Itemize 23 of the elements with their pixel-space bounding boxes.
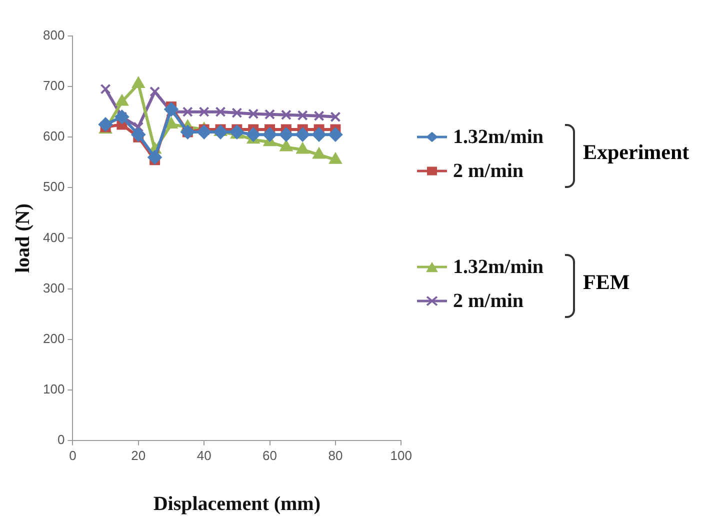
x-tick-label: 40 (196, 448, 212, 463)
x-tick-label: 20 (131, 448, 146, 463)
x-tick-label: 80 (328, 448, 343, 463)
text: Experiment (583, 140, 690, 165)
x-tick-label: 60 (262, 448, 278, 463)
x-tick-label: 0 (69, 448, 76, 463)
y-tick-label: 0 (57, 432, 65, 447)
y-tick-label: 300 (42, 280, 65, 296)
text: FEM (583, 270, 630, 295)
y-tick-label: 800 (42, 28, 65, 43)
legend-label: 2 m/min (453, 160, 524, 182)
y-tick-label: 100 (42, 381, 65, 396)
y-tick-label: 400 (42, 230, 65, 245)
legend-label: 2 m/min (453, 290, 524, 312)
y-axis-title: load (N) (12, 203, 34, 273)
legend-label: 1.32m/min (453, 126, 544, 148)
x-axis-title: Displacement (mm) (153, 493, 321, 516)
y-tick-label: 600 (42, 128, 65, 144)
legend-label: 1.32m/min (453, 256, 544, 278)
y-tick-label: 700 (42, 78, 65, 94)
y-tick-label: 500 (42, 179, 65, 194)
x-tick-label: 100 (390, 448, 412, 463)
y-tick-label: 200 (42, 330, 65, 346)
